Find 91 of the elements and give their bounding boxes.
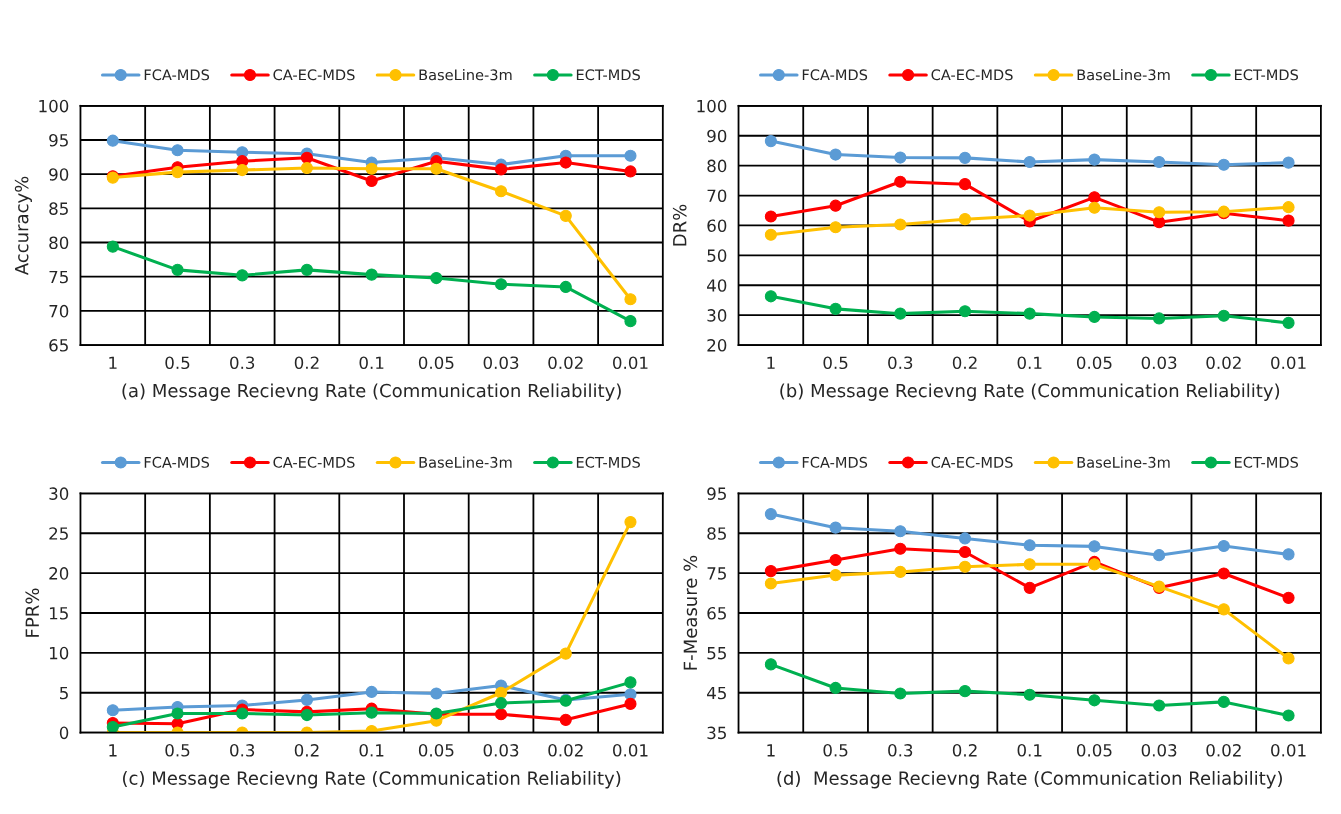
x-tick-label: 0.3 (230, 744, 255, 757)
y-tick-label: 75 (49, 270, 68, 284)
y-tick-label: 65 (49, 339, 68, 352)
y-tick-label: 0 (59, 726, 69, 740)
x-tick-label: 0.3 (888, 744, 913, 757)
y-tick-label: 20 (707, 339, 727, 352)
y-tick-label: 90 (707, 129, 727, 143)
y-tick-label: 30 (707, 309, 727, 322)
y-tick-label: 40 (707, 279, 727, 292)
x-tick-label: 0.01 (1271, 356, 1306, 370)
x-tick-label: 0.3 (230, 356, 255, 370)
legend-label: ECT-MDS (1234, 69, 1299, 81)
legend-label: BaseLine-3m (419, 456, 512, 468)
x-tick-label: 0.05 (1076, 356, 1112, 370)
x-axis-title: (c) Message Recievng Rate (Communication Reliability) (123, 770, 621, 789)
x-tick-label: 0.01 (613, 356, 648, 370)
x-tick-label: 0.02 (1206, 744, 1241, 757)
legend-label: ECT-MDS (576, 456, 640, 468)
x-tick-label: 0.02 (548, 356, 583, 370)
y-tick-label: 70 (49, 304, 69, 318)
x-tick-label: 0.03 (1141, 744, 1177, 757)
legend-label: FCA-MDS (144, 456, 210, 468)
x-tick-label: 0.5 (165, 744, 190, 757)
y-tick-label: 5 (60, 686, 68, 700)
x-tick-label: 0.1 (359, 356, 384, 370)
y-tick-label: 100 (39, 99, 69, 113)
y-tick-label: 70 (707, 189, 727, 203)
y-tick-label: 80 (49, 236, 69, 250)
x-tick-label: 0.1 (1017, 356, 1042, 370)
y-tick-label: 60 (707, 219, 727, 232)
x-tick-label: 1 (109, 356, 117, 369)
x-axis-title: (b) Message Recievng Rate (Communication Reliability) (780, 383, 1280, 401)
x-axis-title: (a) Message Recievng Rate (Communication Reliability) (122, 383, 621, 401)
legend-label: BaseLine-3m (1077, 456, 1170, 468)
y-tick-label: 75 (707, 567, 726, 580)
y-tick-label: 25 (49, 527, 68, 540)
y-axis-title: Accuracy% (14, 176, 32, 276)
x-tick-label: 0.03 (483, 744, 519, 757)
x-tick-label: 0.1 (1017, 744, 1042, 757)
legend-label: FCA-MDS (144, 69, 210, 81)
x-tick-label: 0.05 (418, 356, 454, 370)
legend-label: CA-EC-MDS (273, 69, 355, 81)
y-tick-label: 90 (49, 168, 69, 181)
y-tick-label: 45 (707, 686, 726, 700)
legend-label: BaseLine-3m (1077, 69, 1170, 81)
x-tick-label: 1 (767, 744, 775, 757)
y-tick-label: 95 (707, 487, 726, 500)
legend-label: CA-EC-MDS (931, 69, 1013, 81)
x-tick-label: 0.5 (823, 744, 848, 757)
y-tick-label: 55 (707, 647, 726, 660)
y-tick-label: 30 (49, 487, 69, 500)
y-tick-label: 50 (707, 249, 727, 262)
x-tick-label: 0.03 (1141, 356, 1177, 370)
x-tick-label: 0.5 (823, 356, 848, 370)
x-tick-label: 1 (767, 356, 775, 369)
x-tick-label: 1 (109, 744, 117, 757)
x-tick-label: 0.01 (613, 744, 648, 757)
x-tick-label: 0.01 (1271, 744, 1306, 757)
x-tick-label: 0.03 (483, 356, 519, 370)
y-tick-label: 10 (49, 646, 69, 660)
legend-label: BaseLine-3m (419, 69, 512, 81)
x-tick-label: 0.02 (1206, 356, 1241, 370)
y-axis-title: F-Measure % (683, 555, 698, 670)
x-tick-label: 0.2 (952, 356, 977, 370)
x-tick-label: 0.2 (952, 744, 977, 757)
legend-label: CA-EC-MDS (931, 456, 1013, 468)
y-tick-label: 100 (697, 99, 727, 113)
legend-label: FCA-MDS (802, 456, 868, 468)
legend-label: FCA-MDS (802, 69, 868, 81)
y-tick-label: 85 (49, 202, 68, 215)
x-axis-title: (d) Message Recievng Rate (Communication Reliability) (777, 770, 1282, 789)
y-tick-label: 20 (49, 567, 69, 580)
x-tick-label: 0.3 (888, 356, 913, 370)
x-tick-label: 0.2 (294, 744, 319, 757)
x-tick-label: 0.02 (548, 744, 583, 757)
legend-label: CA-EC-MDS (273, 456, 355, 468)
x-tick-label: 0.5 (165, 356, 190, 370)
y-tick-label: 15 (49, 607, 68, 620)
legend-label: ECT-MDS (576, 69, 640, 81)
y-axis-title: FPR% (25, 588, 40, 637)
legend-label: ECT-MDS (1234, 456, 1299, 468)
x-tick-label: 0.1 (359, 744, 384, 757)
y-tick-label: 65 (707, 606, 726, 620)
y-axis-title: DR% (672, 204, 687, 246)
y-tick-label: 85 (707, 527, 726, 540)
y-tick-label: 80 (707, 159, 727, 173)
x-tick-label: 0.05 (418, 744, 454, 757)
x-tick-label: 0.05 (1076, 744, 1112, 757)
x-tick-label: 0.2 (294, 356, 319, 370)
y-tick-label: 95 (49, 133, 68, 147)
y-tick-label: 35 (707, 726, 726, 740)
